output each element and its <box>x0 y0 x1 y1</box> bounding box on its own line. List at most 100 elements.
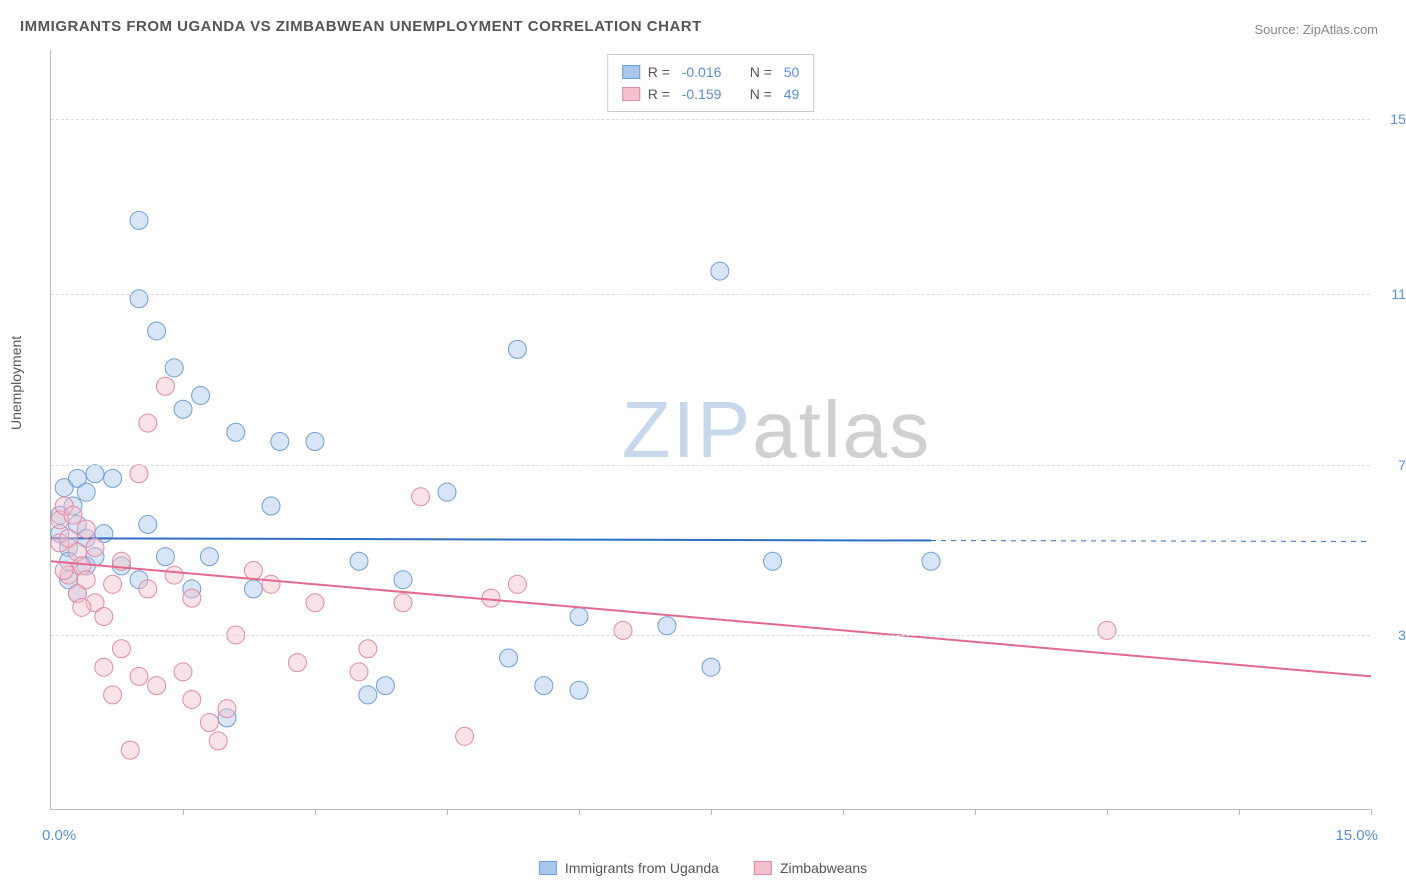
data-point <box>359 640 377 658</box>
data-point <box>412 488 430 506</box>
swatch-zimbabwe <box>754 861 772 875</box>
grid-line <box>51 635 1370 636</box>
legend-row-uganda: R = -0.016 N = 50 <box>622 61 800 83</box>
x-axis-max-label: 15.0% <box>1335 827 1378 844</box>
data-point <box>86 465 104 483</box>
plot-area: ZIPatlas R = -0.016 N = 50 R = -0.159 N … <box>50 50 1370 810</box>
chart-svg <box>51 50 1370 809</box>
r-value-zimbabwe: -0.159 <box>682 83 742 105</box>
data-point <box>500 649 518 667</box>
data-point <box>165 566 183 584</box>
data-point <box>570 608 588 626</box>
data-point <box>139 515 157 533</box>
swatch-uganda <box>622 65 640 79</box>
data-point <box>112 640 130 658</box>
legend-row-zimbabwe: R = -0.159 N = 49 <box>622 83 800 105</box>
data-point <box>104 575 122 593</box>
data-point <box>614 621 632 639</box>
x-tick <box>579 809 580 815</box>
data-point <box>306 433 324 451</box>
data-point <box>174 663 192 681</box>
series-legend: Immigrants from Uganda Zimbabweans <box>539 860 867 876</box>
data-point <box>130 667 148 685</box>
data-point <box>394 571 412 589</box>
x-tick <box>1239 809 1240 815</box>
source-attribution: Source: ZipAtlas.com <box>1254 22 1378 37</box>
data-point <box>77 483 95 501</box>
data-point <box>702 658 720 676</box>
data-point <box>438 483 456 501</box>
data-point <box>156 548 174 566</box>
data-point <box>148 677 166 695</box>
data-point <box>209 732 227 750</box>
chart-title: IMMIGRANTS FROM UGANDA VS ZIMBABWEAN UNE… <box>20 18 702 35</box>
data-point <box>77 520 95 538</box>
data-point <box>95 608 113 626</box>
data-point <box>288 654 306 672</box>
data-point <box>77 571 95 589</box>
data-point <box>130 211 148 229</box>
n-value-uganda: 50 <box>784 61 800 83</box>
data-point <box>130 465 148 483</box>
x-tick <box>1371 809 1372 815</box>
grid-line <box>51 294 1370 295</box>
y-tick-label: 11.2% <box>1375 286 1406 302</box>
n-label: N = <box>750 83 776 105</box>
data-point <box>711 262 729 280</box>
data-point <box>165 359 183 377</box>
data-point <box>535 677 553 695</box>
data-point <box>139 414 157 432</box>
y-tick-label: 15.0% <box>1375 111 1406 127</box>
data-point <box>200 713 218 731</box>
r-label: R = <box>648 83 674 105</box>
data-point <box>350 552 368 570</box>
x-tick <box>183 809 184 815</box>
data-point <box>139 580 157 598</box>
data-point <box>183 589 201 607</box>
data-point <box>130 290 148 308</box>
r-label: R = <box>648 61 674 83</box>
data-point <box>174 400 192 418</box>
x-tick <box>315 809 316 815</box>
data-point <box>1098 621 1116 639</box>
data-point <box>508 340 526 358</box>
data-point <box>394 594 412 612</box>
data-point <box>262 497 280 515</box>
r-value-uganda: -0.016 <box>682 61 742 83</box>
legend-item-uganda: Immigrants from Uganda <box>539 860 719 876</box>
n-value-zimbabwe: 49 <box>784 83 800 105</box>
data-point <box>227 423 245 441</box>
data-point <box>306 594 324 612</box>
data-point <box>121 741 139 759</box>
data-point <box>658 617 676 635</box>
correlation-legend: R = -0.016 N = 50 R = -0.159 N = 49 <box>607 54 815 112</box>
grid-line <box>51 119 1370 120</box>
data-point <box>244 561 262 579</box>
data-point <box>156 377 174 395</box>
regression-line <box>51 538 931 540</box>
x-tick <box>447 809 448 815</box>
regression-line-dashed <box>931 541 1371 542</box>
data-point <box>244 580 262 598</box>
legend-item-zimbabwe: Zimbabweans <box>754 860 867 876</box>
data-point <box>570 681 588 699</box>
data-point <box>64 506 82 524</box>
data-point <box>148 322 166 340</box>
x-tick <box>711 809 712 815</box>
x-tick <box>843 809 844 815</box>
data-point <box>456 727 474 745</box>
data-point <box>95 658 113 676</box>
data-point <box>764 552 782 570</box>
n-label: N = <box>750 61 776 83</box>
data-point <box>508 575 526 593</box>
data-point <box>104 686 122 704</box>
data-point <box>376 677 394 695</box>
legend-label-uganda: Immigrants from Uganda <box>565 860 719 876</box>
y-axis-title: Unemployment <box>8 336 24 430</box>
data-point <box>271 433 289 451</box>
data-point <box>218 700 236 718</box>
data-point <box>262 575 280 593</box>
data-point <box>55 561 73 579</box>
swatch-uganda <box>539 861 557 875</box>
data-point <box>183 690 201 708</box>
